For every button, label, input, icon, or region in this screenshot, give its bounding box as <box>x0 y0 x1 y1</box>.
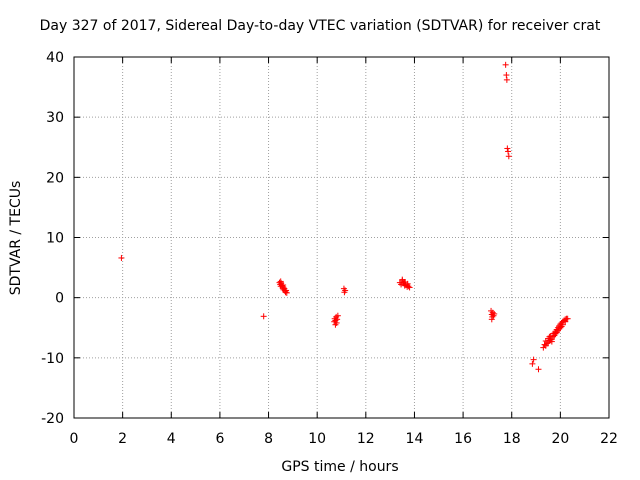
y-tick-label: 20 <box>46 170 64 186</box>
data-point <box>488 316 495 323</box>
data-point <box>118 254 125 261</box>
x-tick-label: 6 <box>215 431 224 447</box>
data-point <box>530 356 537 363</box>
data-point <box>552 330 559 337</box>
data-point <box>401 279 408 286</box>
data-point <box>546 333 553 340</box>
x-tick-label: 16 <box>454 431 472 447</box>
data-point <box>280 282 287 289</box>
y-tick-label: -20 <box>41 411 64 427</box>
data-point <box>505 153 512 160</box>
grid-lines <box>74 57 609 418</box>
data-point <box>548 338 555 345</box>
data-point <box>334 316 341 323</box>
data-point <box>564 315 571 322</box>
data-point <box>503 76 510 83</box>
x-tick-label: 0 <box>70 431 79 447</box>
data-point <box>406 284 413 291</box>
x-axis-label: GPS time / hours <box>281 459 398 475</box>
data-point <box>334 312 341 319</box>
data-point <box>557 324 564 331</box>
y-tick-label: 0 <box>55 291 64 307</box>
y-axis-label: SDTVAR / TECUs <box>8 181 24 296</box>
y-tick-label: -10 <box>41 351 64 367</box>
y-tick-label: 30 <box>46 110 64 126</box>
x-tick-label: 8 <box>264 431 273 447</box>
x-tick-label: 4 <box>167 431 176 447</box>
data-point <box>535 366 542 373</box>
x-tick-label: 20 <box>551 431 569 447</box>
x-tick-label: 22 <box>600 431 618 447</box>
data-point <box>562 318 569 325</box>
axis-ticks: 0 2 4 6 8 10 12 14 16 18 20 22 -20 -10 0 10 20 30 40 <box>41 50 618 447</box>
chart-title: Day 327 of 2017, Sidereal Day-to-day VTE… <box>39 18 601 34</box>
x-tick-label: 18 <box>503 431 521 447</box>
y-tick-label: 40 <box>46 50 64 66</box>
data-point <box>260 313 267 320</box>
data-point <box>502 61 509 68</box>
data-point <box>542 342 549 349</box>
data-point <box>489 309 496 316</box>
data-point <box>505 148 512 155</box>
x-tick-label: 14 <box>406 431 424 447</box>
data-point <box>504 145 511 152</box>
x-tick-label: 10 <box>308 431 326 447</box>
data-point <box>558 323 565 330</box>
data-point <box>529 360 536 367</box>
data-point <box>342 287 349 294</box>
data-point <box>332 321 339 328</box>
data-point <box>283 289 290 296</box>
x-tick-label: 12 <box>357 431 375 447</box>
data-point <box>545 339 552 346</box>
data-point <box>553 329 560 336</box>
x-tick-label: 2 <box>118 431 127 447</box>
data-points <box>118 61 571 373</box>
data-point <box>491 310 498 317</box>
data-point <box>405 283 412 290</box>
y-tick-label: 10 <box>46 231 64 247</box>
data-point <box>277 278 284 285</box>
